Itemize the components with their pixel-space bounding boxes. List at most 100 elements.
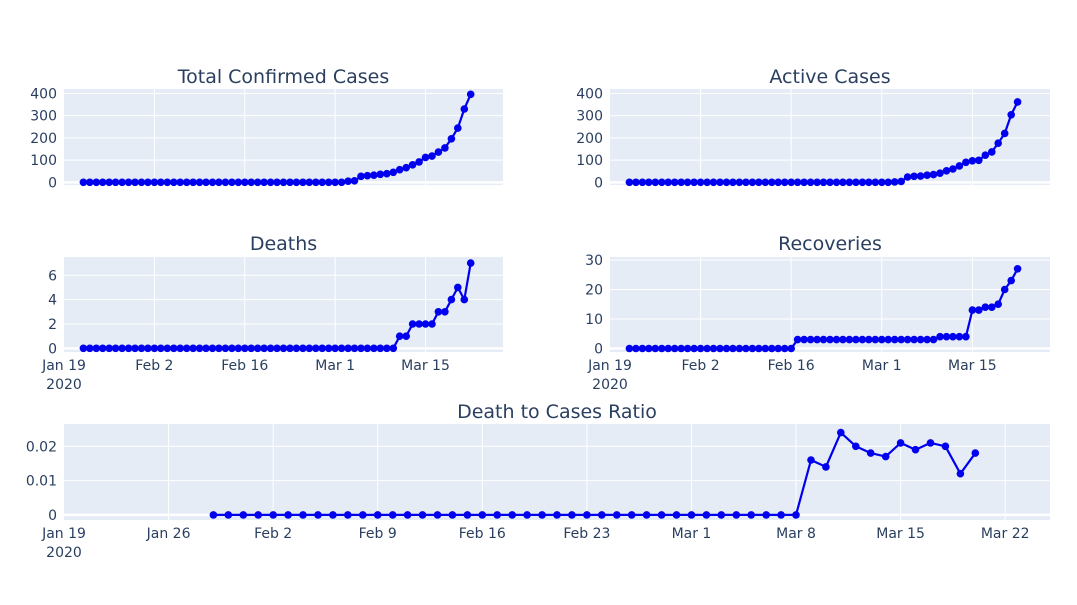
data-point <box>807 456 815 464</box>
x-tick-label: Mar 15 <box>876 526 925 542</box>
data-point <box>806 335 815 344</box>
data-point <box>329 511 337 519</box>
data-point <box>1000 285 1009 294</box>
data-point <box>195 344 204 353</box>
data-point <box>645 178 653 187</box>
chart-3: 0 10 20 30 Jan 19 2020 Feb 2 Feb 16 Mar 1 Mar 15 R… <box>585 233 1050 393</box>
data-point <box>761 178 770 187</box>
data-point <box>350 344 359 353</box>
chart-0: 0 100 200 300 400 Total Confirmed Cases <box>30 66 503 191</box>
data-point <box>690 178 698 187</box>
y-tick-label: 300 <box>576 109 603 125</box>
data-point <box>305 178 314 187</box>
data-point <box>929 335 938 344</box>
x-tick-label: Feb 16 <box>221 358 268 374</box>
data-point <box>1013 265 1022 273</box>
x-tick-year-label: 2020 <box>46 377 82 393</box>
data-point <box>670 178 679 187</box>
x-tick-label: Mar 1 <box>315 358 355 374</box>
data-point <box>254 511 262 519</box>
data-point <box>672 511 681 519</box>
data-point <box>768 344 776 353</box>
data-point <box>224 511 233 519</box>
data-point <box>852 442 860 451</box>
data-point <box>865 178 873 187</box>
data-point <box>955 332 964 341</box>
data-point <box>292 344 301 353</box>
data-point <box>613 511 621 519</box>
data-point <box>638 344 647 353</box>
data-point <box>253 178 262 187</box>
data-point <box>717 511 726 519</box>
data-point <box>632 344 640 353</box>
y-tick-label: 400 <box>576 86 603 102</box>
y-tick-label: 0 <box>594 175 603 191</box>
data-point <box>735 178 744 187</box>
data-point <box>447 135 456 143</box>
chart-2: 0 2 4 6 Jan 19 2020 Feb 2 Feb 16 Mar 1 Mar 15 Deat… <box>41 233 503 393</box>
data-point <box>858 178 867 187</box>
data-point <box>748 178 757 187</box>
data-point <box>762 511 770 519</box>
data-point <box>463 511 472 519</box>
data-point <box>852 178 860 187</box>
data-point <box>968 157 977 165</box>
data-point <box>111 178 120 187</box>
data-point <box>822 463 830 471</box>
data-point <box>658 344 666 353</box>
data-point <box>286 344 294 353</box>
data-point <box>598 511 606 519</box>
data-point <box>651 178 660 187</box>
data-point <box>703 344 711 353</box>
data-point <box>702 511 711 519</box>
data-point <box>292 178 301 187</box>
data-point <box>625 344 634 353</box>
data-point <box>395 332 404 341</box>
data-point <box>780 344 789 353</box>
data-point <box>189 178 197 187</box>
data-point <box>962 332 970 341</box>
data-point <box>866 449 875 457</box>
data-point <box>819 335 828 344</box>
data-point <box>703 178 711 187</box>
data-point <box>1000 129 1009 138</box>
data-point <box>279 178 288 187</box>
data-point <box>144 344 152 353</box>
data-point <box>208 344 217 353</box>
data-point <box>664 344 672 353</box>
data-point <box>687 511 696 519</box>
data-point <box>86 344 94 353</box>
data-point <box>1007 111 1015 119</box>
data-point <box>819 178 828 187</box>
plot-area <box>64 89 503 185</box>
data-point <box>839 178 847 187</box>
data-point <box>241 344 249 353</box>
data-point <box>478 511 487 519</box>
data-point <box>337 344 346 353</box>
data-point <box>137 178 146 187</box>
chart-title: Recoveries <box>778 233 882 255</box>
data-point <box>260 178 268 187</box>
data-point <box>837 428 845 437</box>
data-point <box>916 335 925 344</box>
data-point <box>454 124 462 132</box>
data-point <box>395 165 404 174</box>
data-point <box>538 511 546 519</box>
data-point <box>234 178 243 187</box>
data-point <box>418 511 427 519</box>
data-point <box>260 344 268 353</box>
data-point <box>936 332 944 341</box>
data-point <box>975 306 983 314</box>
data-point <box>131 178 139 187</box>
data-point <box>923 335 931 344</box>
data-point <box>286 178 294 187</box>
data-point <box>215 178 223 187</box>
data-point <box>344 177 352 185</box>
data-point <box>878 335 886 344</box>
data-point <box>279 344 288 353</box>
data-point <box>383 344 391 353</box>
data-point <box>910 172 918 181</box>
data-point <box>890 335 899 344</box>
x-tick-label: Feb 16 <box>768 358 815 374</box>
data-point <box>266 344 275 353</box>
